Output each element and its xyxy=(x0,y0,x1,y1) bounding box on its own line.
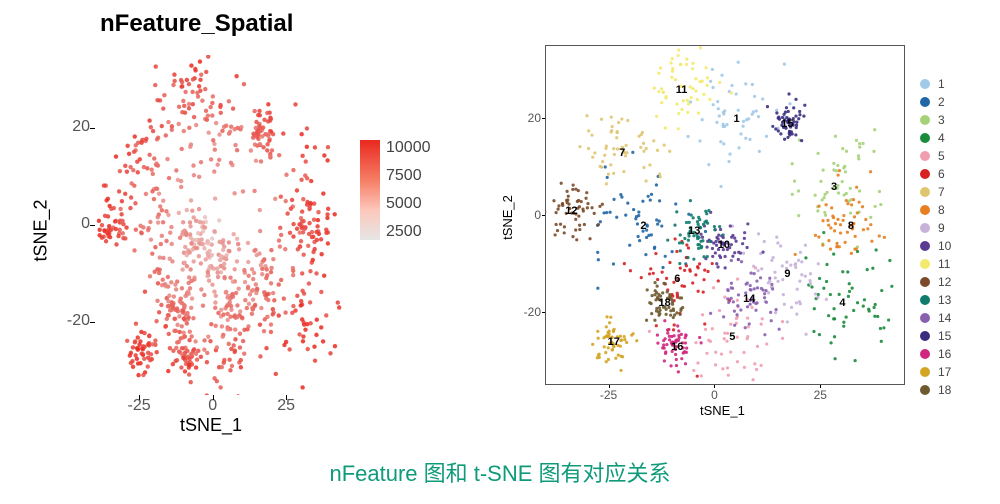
legend-swatch xyxy=(920,277,930,287)
legend-label: 3 xyxy=(938,113,945,127)
legend-item-2: 2 xyxy=(920,93,951,111)
legend-label: 18 xyxy=(938,383,951,397)
figure-caption: nFeature 图和 t-SNE 图有对应关系 xyxy=(0,456,1000,488)
right-scatter-svg xyxy=(546,46,906,386)
xtick-label: 25 xyxy=(805,388,835,402)
ytick-label: 0 xyxy=(516,208,541,222)
legend-swatch xyxy=(920,115,930,125)
legend-label: 17 xyxy=(938,365,951,379)
left-plot-area xyxy=(95,55,345,395)
legend-item-18: 18 xyxy=(920,381,951,399)
legend-swatch xyxy=(920,223,930,233)
legend-item-16: 16 xyxy=(920,345,951,363)
legend-label: 8 xyxy=(938,203,945,217)
legend-label: 10 xyxy=(938,239,951,253)
ytick-label: 20 xyxy=(55,118,90,136)
legend-label: 12 xyxy=(938,275,951,289)
legend-swatch xyxy=(920,187,930,197)
legend-item-6: 6 xyxy=(920,165,951,183)
legend-swatch xyxy=(920,169,930,179)
legend-item-3: 3 xyxy=(920,111,951,129)
cluster-scatter-chart: 123456789101112131415161718 tSNE_2 tSNE_… xyxy=(490,15,990,455)
gradient-legend-value: 2500 xyxy=(386,218,431,246)
left-chart-title: nFeature_Spatial xyxy=(100,10,293,38)
legend-label: 15 xyxy=(938,329,951,343)
cluster-legend: 123456789101112131415161718 xyxy=(920,75,951,399)
legend-item-13: 13 xyxy=(920,291,951,309)
legend-label: 4 xyxy=(938,131,945,145)
legend-item-14: 14 xyxy=(920,309,951,327)
xtick-label: 0 xyxy=(699,388,729,402)
legend-label: 14 xyxy=(938,311,951,325)
legend-swatch xyxy=(920,349,930,359)
legend-swatch xyxy=(920,205,930,215)
ytick-label: -20 xyxy=(516,305,541,319)
legend-label: 1 xyxy=(938,77,945,91)
left-color-legend: 10000750050002500 xyxy=(360,140,380,240)
legend-item-17: 17 xyxy=(920,363,951,381)
legend-label: 7 xyxy=(938,185,945,199)
ytick-label: 0 xyxy=(55,215,90,233)
figure-container: nFeature_Spatial tSNE_2 tSNE_1 -20020 -2… xyxy=(0,0,1000,504)
legend-label: 9 xyxy=(938,221,945,235)
legend-item-11: 11 xyxy=(920,255,951,273)
left-ylabel: tSNE_2 xyxy=(31,199,52,261)
charts-row: nFeature_Spatial tSNE_2 tSNE_1 -20020 -2… xyxy=(0,0,1000,450)
legend-label: 13 xyxy=(938,293,951,307)
legend-item-9: 9 xyxy=(920,219,951,237)
right-plot-area: 123456789101112131415161718 xyxy=(545,45,905,385)
right-xlabel: tSNE_1 xyxy=(700,403,745,418)
legend-swatch xyxy=(920,385,930,395)
legend-swatch xyxy=(920,151,930,161)
nfeature-scatter-chart: nFeature_Spatial tSNE_2 tSNE_1 -20020 -2… xyxy=(20,10,460,450)
legend-item-15: 15 xyxy=(920,327,951,345)
legend-swatch xyxy=(920,97,930,107)
ytick-label: -20 xyxy=(55,312,90,330)
legend-label: 11 xyxy=(938,257,950,271)
legend-swatch xyxy=(920,79,930,89)
right-ylabel: tSNE_2 xyxy=(500,195,515,240)
gradient-labels: 10000750050002500 xyxy=(386,134,431,246)
legend-item-1: 1 xyxy=(920,75,951,93)
legend-swatch xyxy=(920,241,930,251)
gradient-legend-value: 5000 xyxy=(386,190,431,218)
gradient-legend-value: 7500 xyxy=(386,162,431,190)
ytick-label: 20 xyxy=(516,111,541,125)
legend-item-12: 12 xyxy=(920,273,951,291)
legend-label: 6 xyxy=(938,167,945,181)
legend-item-5: 5 xyxy=(920,147,951,165)
legend-item-7: 7 xyxy=(920,183,951,201)
legend-swatch xyxy=(920,295,930,305)
legend-item-8: 8 xyxy=(920,201,951,219)
legend-swatch xyxy=(920,133,930,143)
gradient-bar xyxy=(360,140,380,240)
legend-label: 2 xyxy=(938,95,945,109)
legend-swatch xyxy=(920,367,930,377)
legend-swatch xyxy=(920,259,930,269)
legend-swatch xyxy=(920,313,930,323)
gradient-legend-value: 10000 xyxy=(386,134,431,162)
legend-item-4: 4 xyxy=(920,129,951,147)
legend-swatch xyxy=(920,331,930,341)
legend-item-10: 10 xyxy=(920,237,951,255)
left-xlabel: tSNE_1 xyxy=(180,415,242,436)
left-scatter-svg xyxy=(95,55,345,395)
legend-label: 16 xyxy=(938,347,951,361)
legend-label: 5 xyxy=(938,149,945,163)
xtick-label: -25 xyxy=(594,388,624,402)
